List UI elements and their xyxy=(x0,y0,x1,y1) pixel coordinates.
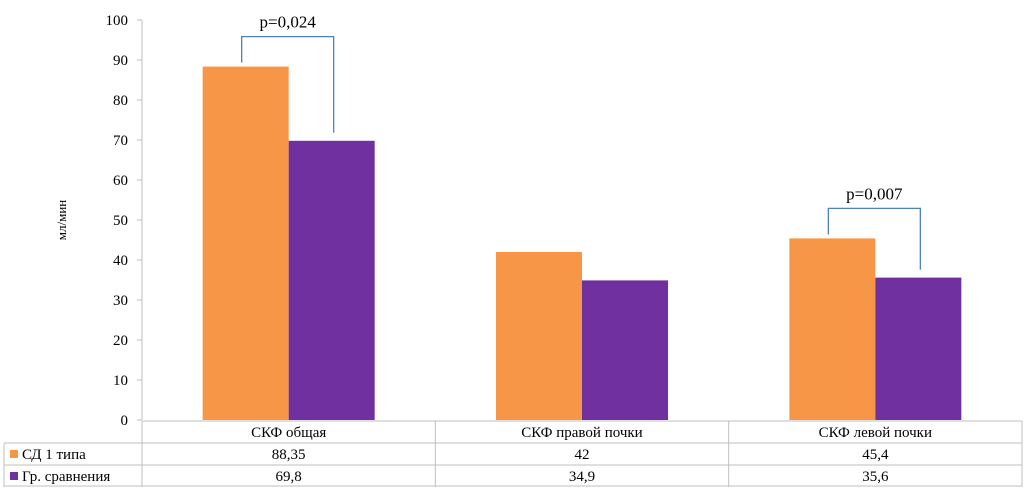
significance-annotations: p=0,024 p=0,007 xyxy=(241,13,921,270)
legend-label: Гр. сравнения xyxy=(22,469,110,485)
y-tick-label: 90 xyxy=(113,53,128,69)
x-tick-label: СКФ правой почки xyxy=(521,425,642,441)
significance-bracket-0 xyxy=(241,35,335,133)
x-tick-label: СКФ общая xyxy=(251,425,326,441)
bar-sd1-1 xyxy=(496,252,582,420)
bar-comparison-1 xyxy=(582,280,668,420)
legend-swatch xyxy=(10,450,18,458)
bar-comparison-2 xyxy=(875,277,962,420)
data-label: 34,9 xyxy=(569,469,595,485)
y-axis-label: мл/мин xyxy=(54,200,69,241)
y-tick-label: 20 xyxy=(113,333,128,349)
y-tick-label: 30 xyxy=(113,293,128,309)
y-tick-label: 10 xyxy=(113,373,128,389)
bars xyxy=(202,66,962,421)
y-tick-label: 80 xyxy=(113,93,128,109)
y-tick-label: 0 xyxy=(121,413,129,429)
legend-swatch xyxy=(10,472,18,480)
data-label: 69,8 xyxy=(276,469,302,485)
data-label: 88,35 xyxy=(272,447,306,463)
y-tick-label: 40 xyxy=(113,253,128,269)
y-tick-label: 50 xyxy=(113,213,128,229)
bar-comparison-0 xyxy=(288,140,375,421)
data-label: 42 xyxy=(575,447,590,463)
bar-sd1-2 xyxy=(789,238,876,420)
y-tick-label: 60 xyxy=(113,173,128,189)
y-tick-label: 70 xyxy=(113,133,128,149)
data-label: 45,4 xyxy=(862,447,889,463)
y-tick-label: 100 xyxy=(106,13,129,29)
p-value-label-1: p=0,007 xyxy=(846,184,903,203)
bar-sd1-0 xyxy=(202,66,289,420)
x-tick-label: СКФ левой почки xyxy=(819,425,932,441)
data-table: СКФ общая СКФ правой почки СКФ левой почки… xyxy=(3,420,1023,487)
p-value-label-0: p=0,024 xyxy=(259,13,316,32)
legend-label: СД 1 типа xyxy=(22,447,86,463)
data-label: 35,6 xyxy=(862,469,889,485)
significance-bracket-1 xyxy=(827,207,921,270)
y-axis: 0 10 20 30 40 50 60 70 80 90 100 xyxy=(106,13,143,429)
